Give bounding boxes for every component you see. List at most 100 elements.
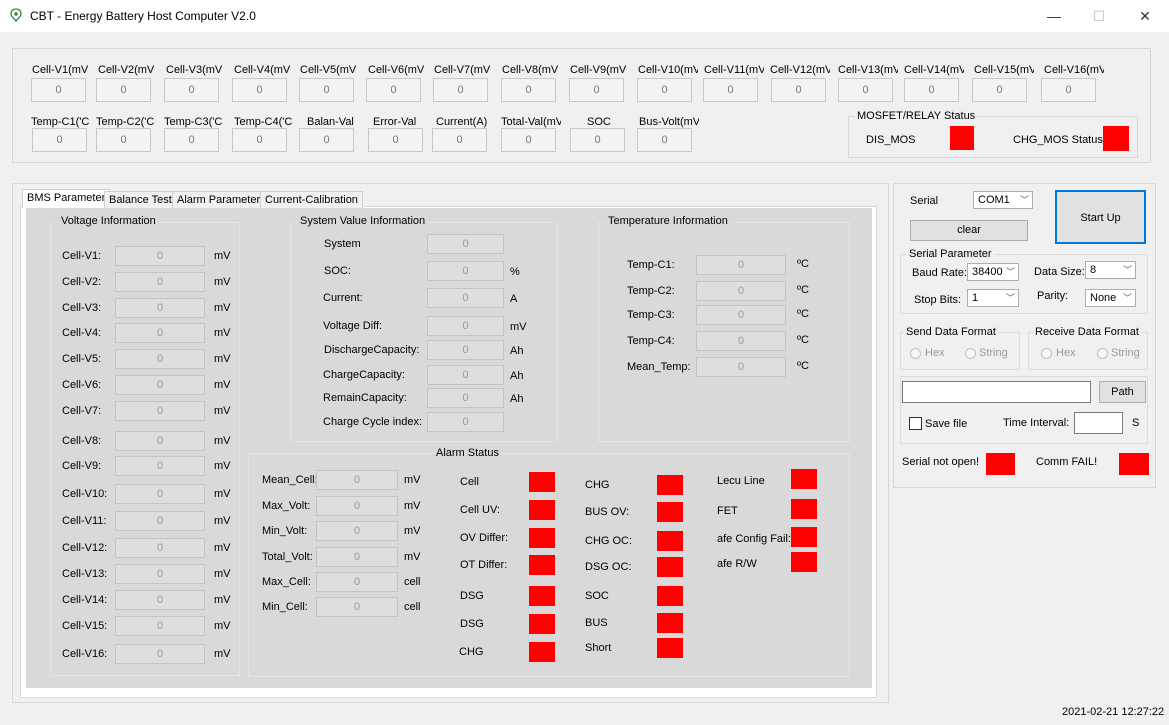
system-row-label: RemainCapacity: — [323, 392, 407, 404]
voltage-row-unit: mV — [214, 302, 231, 314]
top-row2-label: Temp-C1('C — [31, 116, 90, 128]
alarm-value-label: Min_Volt: — [262, 525, 308, 537]
alarm-indicator — [791, 527, 817, 547]
alarm-title: Alarm Status — [434, 447, 501, 459]
alarm-indicator-label: OT Differ: — [460, 559, 508, 571]
serial-param-frame — [900, 254, 1148, 314]
time-interval-input[interactable] — [1074, 412, 1123, 434]
baud-rate-select[interactable]: 38400 ﹀ — [967, 263, 1019, 281]
serial-group — [893, 183, 1156, 488]
receive-format-title: Receive Data Format — [1033, 326, 1141, 338]
tab-balance-test[interactable]: Balance Test — [104, 191, 177, 208]
send-string-radio[interactable] — [965, 348, 976, 359]
top-row2-value: 0 — [501, 128, 556, 152]
serial-port-select[interactable]: COM1 ﹀ — [973, 191, 1033, 209]
alarm-value-label: Max_Cell: — [262, 576, 311, 588]
tab-group — [12, 183, 889, 703]
voltage-row-unit: mV — [214, 594, 231, 606]
alarm-indicator-label: DSG — [460, 590, 484, 602]
voltage-row-label: Cell-V9: — [62, 460, 102, 472]
system-row-value: 0 — [427, 261, 504, 281]
baud-rate-label: Baud Rate: — [912, 267, 968, 279]
comm-fail-indicator — [1119, 453, 1149, 475]
path-button[interactable]: Path — [1099, 381, 1146, 403]
time-interval-label: Time Interval: — [1003, 417, 1070, 429]
send-hex-radio[interactable] — [910, 348, 921, 359]
start-up-button[interactable]: Start Up — [1055, 190, 1146, 244]
close-button[interactable]: ✕ — [1139, 8, 1151, 24]
top-cell-label: Cell-V6(mV — [368, 64, 425, 76]
minimize-button[interactable]: — — [1047, 8, 1061, 24]
dis-mos-label: DIS_MOS — [866, 134, 916, 146]
stop-bits-select[interactable]: 1 ﹀ — [967, 289, 1019, 307]
top-cell-value: 0 — [232, 78, 287, 102]
serial-label: Serial — [910, 195, 939, 207]
top-row2-value: 0 — [637, 128, 692, 152]
voltage-row-label: Cell-V8: — [62, 435, 102, 447]
alarm-indicator — [657, 638, 683, 658]
alarm-value-label: Mean_Cell: — [262, 474, 318, 486]
stop-bits-label: Stop Bits: — [914, 294, 962, 306]
voltage-row-value: 0 — [115, 564, 205, 584]
window-title: CBT - Energy Battery Host Computer V2.0 — [30, 9, 256, 23]
parity-select[interactable]: None ﹀ — [1085, 289, 1136, 307]
top-cell-label: Cell-V14(mV — [904, 64, 964, 76]
alarm-indicator — [529, 472, 555, 492]
save-file-checkbox[interactable] — [909, 417, 922, 430]
alarm-indicator — [657, 502, 683, 522]
voltage-row-unit: mV — [214, 568, 231, 580]
alarm-indicator — [529, 500, 555, 520]
alarm-value-box: 0 — [316, 521, 398, 541]
voltage-row-unit: mV — [214, 276, 231, 288]
top-row2-value: 0 — [432, 128, 487, 152]
summary-group — [12, 48, 1151, 163]
receive-string-radio[interactable] — [1097, 348, 1108, 359]
top-cell-value: 0 — [972, 78, 1027, 102]
data-size-label: Data Size: — [1034, 266, 1085, 278]
system-row-label: Charge Cycle index: — [323, 416, 423, 428]
mosfet-title: MOSFET/RELAY Status — [855, 110, 978, 122]
top-row2-label: Balan-Val — [307, 116, 354, 128]
chevron-down-icon: ﹀ — [1019, 195, 1029, 205]
tab-bms-parameter[interactable]: BMS Parameter — [22, 189, 111, 208]
clear-button[interactable]: clear — [910, 220, 1028, 241]
top-cell-label: Cell-V15(mV — [974, 64, 1034, 76]
data-size-select[interactable]: 8 ﹀ — [1085, 261, 1136, 279]
voltage-row-value: 0 — [115, 590, 205, 610]
alarm-indicator — [791, 469, 817, 489]
voltage-row-unit: mV — [214, 379, 231, 391]
top-cell-label: Cell-V4(mV — [234, 64, 291, 76]
voltage-row-value: 0 — [115, 375, 205, 395]
voltage-title: Voltage Information — [59, 215, 158, 227]
temperature-title: Temperature Information — [606, 215, 730, 227]
path-input[interactable] — [902, 381, 1091, 403]
comm-fail-label: Comm FAIL! — [1036, 456, 1098, 468]
maximize-button[interactable]: ☐ — [1092, 8, 1106, 24]
top-row2-label: Total-Val(mV — [501, 116, 561, 128]
voltage-row-unit: mV — [214, 353, 231, 365]
top-cell-label: Cell-V1(mV — [32, 64, 89, 76]
system-row-unit: Ah — [510, 393, 524, 405]
top-row2-label: Bus-Volt(mV — [639, 116, 699, 128]
voltage-row-label: Cell-V14: — [62, 594, 108, 606]
alarm-indicator-label: DSG OC: — [585, 561, 632, 573]
alarm-indicator-label: afe Config Fail: — [717, 533, 791, 545]
top-row2-value: 0 — [299, 128, 354, 152]
tab-alarm-parameter[interactable]: Alarm Parameter — [172, 191, 266, 208]
top-row2-label: Current(A) — [436, 116, 488, 128]
top-cell-label: Cell-V13(mV — [838, 64, 898, 76]
status-datetime: 2021-02-21 12:27:22 — [1062, 706, 1165, 718]
receive-hex-radio[interactable] — [1041, 348, 1052, 359]
top-row2-label: Temp-C2('C — [96, 116, 155, 128]
tab-current-calibration[interactable]: Current-Calibration — [260, 191, 363, 208]
temperature-row-label: Temp-C3: — [627, 309, 675, 321]
chevron-down-icon: ﹀ — [1005, 293, 1015, 303]
voltage-row-label: Cell-V2: — [62, 276, 102, 288]
data-size-value: 8 — [1090, 264, 1097, 276]
voltage-row-label: Cell-V7: — [62, 405, 102, 417]
chevron-down-icon: ﹀ — [1122, 293, 1132, 303]
top-cell-label: Cell-V11(mV — [704, 64, 764, 76]
voltage-row-value: 0 — [115, 456, 205, 476]
parity-label: Parity: — [1037, 290, 1069, 302]
temperature-row-value: 0 — [696, 331, 786, 351]
